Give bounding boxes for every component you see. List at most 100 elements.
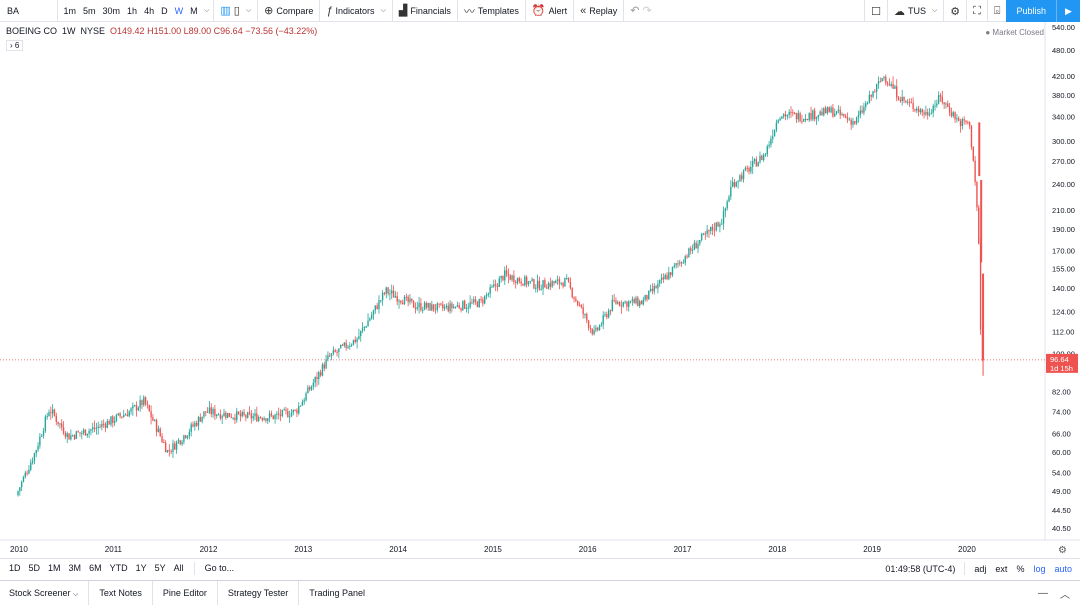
candle-body — [737, 181, 739, 183]
candle-body — [99, 426, 101, 428]
cloud-save-button[interactable]: ☁ TUS ⌵ — [888, 0, 945, 22]
auto-toggle[interactable]: auto — [1054, 563, 1072, 574]
interval-5m[interactable]: 5m — [83, 5, 96, 16]
redo-icon[interactable]: ↷ — [642, 5, 652, 17]
indicator-collapse-button[interactable]: › 6 — [6, 40, 24, 51]
settings-button[interactable]: ⚙ — [944, 0, 968, 22]
interval-dropdown-icon[interactable]: ⌵ — [204, 6, 210, 14]
interval-d[interactable]: D — [161, 5, 168, 16]
axis-gear-icon[interactable]: ⚙ — [1058, 545, 1067, 556]
indicators-dropdown-icon[interactable]: ⌵ — [380, 6, 386, 14]
fullscreen-button[interactable]: ⛶ — [967, 0, 988, 22]
compare-button[interactable]: ⊕ Compare — [258, 0, 321, 22]
candle-body — [195, 422, 198, 426]
candle-body — [715, 222, 717, 231]
snapshot-button[interactable]: ⌻ — [988, 0, 1007, 22]
ext-toggle[interactable]: ext — [995, 563, 1008, 574]
candle-body — [834, 113, 836, 117]
candle-body — [370, 314, 373, 319]
minimize-icon[interactable]: — — [1038, 588, 1048, 599]
templates-icon: 〰 — [463, 5, 475, 18]
candle-body — [657, 283, 659, 289]
interval-m[interactable]: M — [190, 5, 198, 16]
alert-label: Alert — [548, 5, 568, 16]
candle-body — [73, 435, 76, 439]
adj-toggle[interactable]: adj — [974, 563, 987, 574]
candle-body — [104, 424, 107, 428]
undo-icon[interactable]: ↶ — [630, 5, 640, 17]
collapse-icon[interactable]: ︿ — [1060, 590, 1070, 601]
function-icon: ƒ — [326, 4, 333, 17]
interval-30m[interactable]: 30m — [102, 5, 121, 16]
candle-body — [950, 112, 953, 117]
candle-body — [937, 95, 940, 104]
publish-button[interactable]: Publish — [1006, 0, 1056, 22]
candle-body — [299, 405, 302, 407]
y-tick-label: 420.00 — [1052, 72, 1075, 81]
candle-body — [959, 120, 962, 127]
tab-trading-panel[interactable]: Trading Panel — [309, 587, 365, 598]
y-tick-label: 124.00 — [1052, 308, 1075, 317]
percent-toggle[interactable]: % — [1016, 563, 1025, 574]
publish-arrow-icon[interactable]: ▶ — [1056, 0, 1080, 22]
candle-body — [617, 302, 619, 304]
candle-body — [339, 344, 342, 349]
candle-body — [679, 262, 681, 264]
range-5d[interactable]: 5D — [28, 563, 41, 573]
tab-pine-editor[interactable]: Pine Editor — [153, 580, 218, 605]
replay-button[interactable]: « Replay — [574, 0, 625, 22]
candles-icon[interactable]: ▥ — [220, 5, 231, 17]
range-1y[interactable]: 1Y — [135, 563, 147, 573]
candle-body — [602, 315, 604, 325]
interval-w[interactable]: W — [174, 5, 184, 16]
range-ytd[interactable]: YTD — [109, 563, 128, 573]
candle-body — [31, 461, 34, 463]
candle-body — [533, 279, 535, 289]
candle-body — [569, 282, 572, 289]
candle-body — [460, 308, 462, 311]
log-toggle[interactable]: log — [1033, 563, 1046, 574]
price-chart[interactable]: 40.50 44.50 49.00 54.00 60.00 66.00 74.00 82.00… — [0, 22, 1080, 558]
range-3m[interactable]: 3M — [68, 563, 82, 573]
candle-body — [334, 350, 336, 352]
candle-body — [830, 107, 832, 113]
candle-body — [247, 412, 249, 418]
candle-body — [159, 428, 161, 436]
range-all[interactable]: All — [173, 563, 184, 573]
chart-type-dropdown-icon[interactable]: ⌵ — [245, 6, 252, 14]
range-1d[interactable]: 1D — [9, 563, 21, 573]
candle-body — [380, 300, 382, 302]
candle-body — [945, 103, 947, 105]
bar-style-icon[interactable]: ▯ — [233, 5, 240, 17]
candle-body — [318, 372, 320, 380]
current-price-label: 96.64 — [1050, 355, 1069, 364]
interval-1m[interactable]: 1m — [63, 5, 77, 16]
interval-1h[interactable]: 1h — [127, 5, 138, 16]
tab-strategy-tester[interactable]: Strategy Tester — [218, 580, 300, 605]
layout-button[interactable]: ☐ — [864, 0, 888, 22]
range-6m[interactable]: 6M — [89, 563, 102, 573]
alert-button[interactable]: ⏰ Alert — [526, 0, 575, 22]
tab-stock-screener[interactable]: Stock Screener ⌵ — [0, 580, 90, 605]
candle-body — [899, 99, 902, 102]
range-1m[interactable]: 1M — [48, 563, 61, 573]
cloud-dropdown-icon[interactable]: ⌵ — [931, 7, 938, 14]
indicators-button[interactable]: ƒ Indicators ⌵ — [320, 0, 393, 22]
y-tick-label: 380.00 — [1052, 91, 1075, 100]
panel-controls: — ︿ — [1038, 581, 1070, 605]
candle-body — [123, 414, 125, 418]
goto-button[interactable]: Go to... — [204, 563, 235, 573]
candle-body — [469, 302, 471, 308]
templates-button[interactable]: 〰 Templates — [458, 0, 526, 22]
range-5y[interactable]: 5Y — [154, 563, 166, 573]
candle-body — [595, 327, 597, 331]
financials-button[interactable]: ▟ Financials — [393, 0, 458, 22]
interval-4h[interactable]: 4h — [144, 5, 155, 16]
clock-label[interactable]: 01:49:58 (UTC-4) — [885, 563, 956, 574]
candle-body — [921, 109, 923, 113]
top-toolbar: BA 1m 5m 30m 1h 4h D W M ⌵ ▥ ▯ ⌵ ⊕ Compa… — [0, 0, 1080, 22]
candle-body — [850, 119, 852, 125]
tab-text-notes[interactable]: Text Notes — [89, 580, 153, 605]
symbol-search[interactable]: BA — [0, 0, 58, 22]
candle-body — [813, 110, 816, 120]
